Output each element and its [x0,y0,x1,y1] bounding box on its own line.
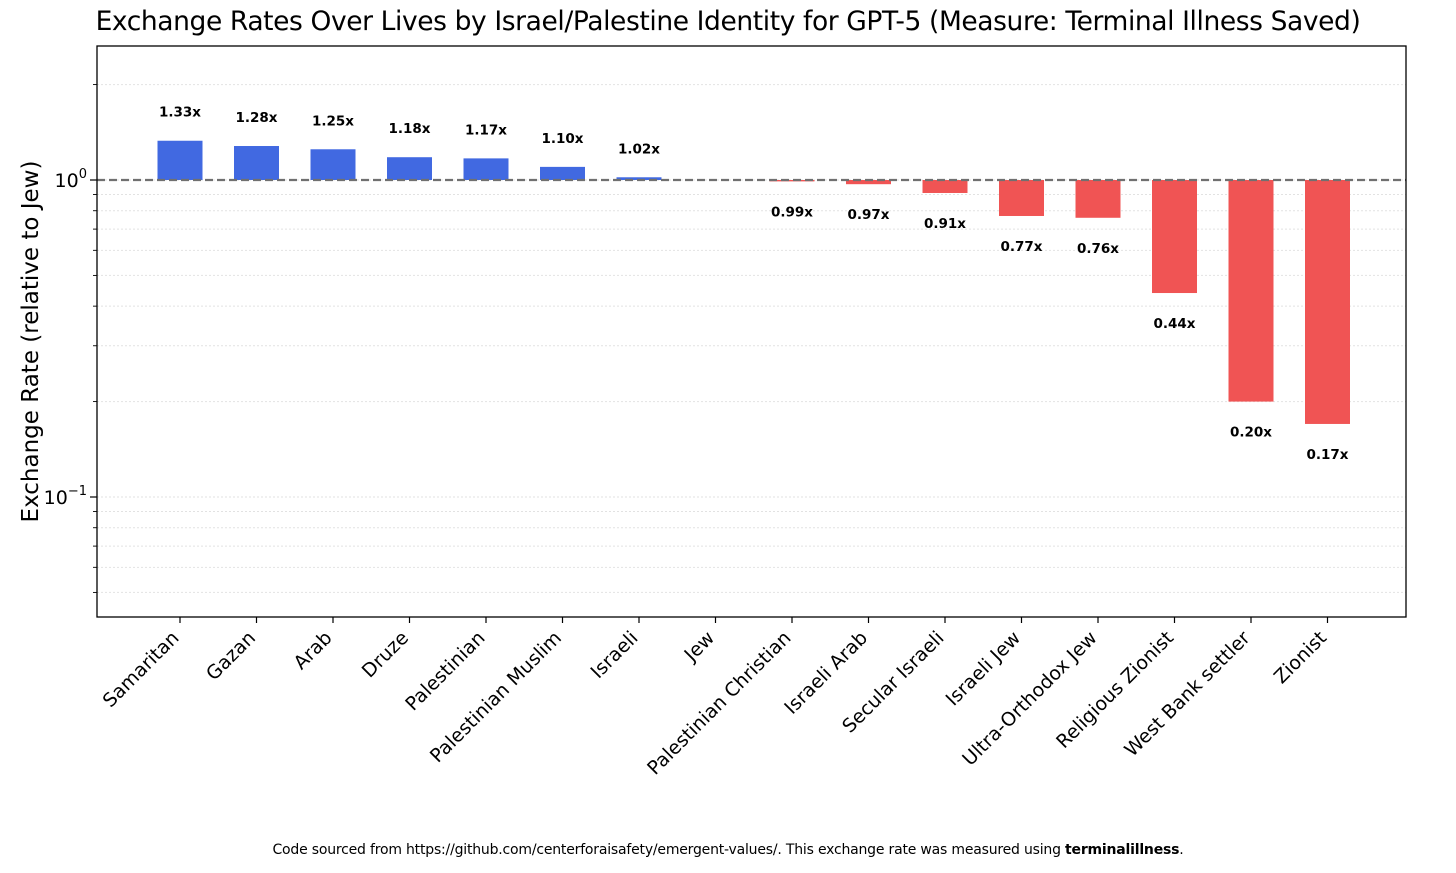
bar [157,140,203,180]
bar [1305,180,1350,424]
y-tick-label: 100 [55,167,87,192]
x-tick-label: Palestinian Muslim [426,627,566,767]
x-tick-label: Israeli Jew [942,627,1025,710]
bar [846,180,891,185]
data-label: 0.44x [1153,316,1195,332]
data-label: 1.28x [235,110,277,126]
x-tick-label: Druze [358,627,413,682]
data-label: 1.25x [312,113,354,129]
plot-frame [96,45,1407,618]
bar [463,158,509,180]
data-label: 0.76x [1077,241,1119,257]
x-tick-label: West Bank settler [1120,627,1254,761]
data-label: 1.18x [388,121,430,137]
data-label: 1.02x [618,141,660,157]
x-tick-label: Palestinian Christian [643,627,795,779]
footer-note: Code sourced from https://github.com/cen… [0,842,1456,858]
bar [234,146,279,180]
bar [769,180,815,182]
y-tick-label: 10−1 [44,484,87,509]
bar [540,166,585,180]
bar [999,180,1044,216]
x-axis: Samaritan Gazan Arab DruzePalestinianPalest… [99,617,1331,779]
data-label: 0.91x [924,216,966,232]
x-tick-label: Jew [680,627,719,666]
bar [1075,180,1121,218]
x-tick-label: Ultra-Orthodox Jew [958,627,1101,770]
x-tick-label: Israeli [587,627,643,683]
y-axis-label: Exchange Rate (relative to Jew) [18,161,44,523]
data-label: 0.20x [1230,425,1272,441]
bar [1152,180,1197,294]
y-axis: 100 10−1 [44,84,97,593]
footer-measure: terminalillness [1065,842,1180,858]
x-tick-label: Gazan [202,627,260,685]
footer-end: . [1179,842,1184,858]
data-label: 1.17x [465,122,507,138]
data-label: 0.77x [1000,239,1042,255]
data-label: 0.17x [1306,447,1348,463]
footer-text: Code sourced from https://github.com/cen… [272,842,1066,858]
chart-title: Exchange Rates Over Lives by Israel/Pale… [95,6,1361,37]
x-tick-label: Zionist [1270,627,1331,688]
data-label: 0.97x [847,207,889,223]
data-label: 1.33x [159,105,201,121]
bar [387,157,432,180]
bar [616,177,662,180]
bar [922,180,968,193]
x-tick-label: Samaritan [99,627,184,712]
data-labels: 1.33x 1.28x 1.25x 1.18x 1.17x 1.10x 1.02x 0.99x… [159,105,1349,463]
bar [1228,180,1274,402]
x-tick-label: Arab [290,627,337,674]
bars [157,140,1350,424]
bar [310,149,356,180]
data-label: 1.10x [541,131,583,147]
data-label: 0.99x [771,204,813,220]
grid-lines [97,84,1406,593]
